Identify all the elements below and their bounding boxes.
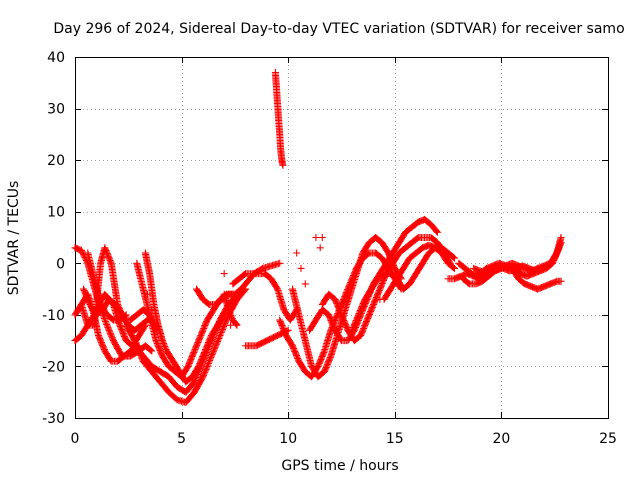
data-point-markers bbox=[84, 249, 130, 324]
gridlines bbox=[75, 57, 608, 418]
data-point-markers bbox=[455, 239, 565, 283]
data-point-markers bbox=[141, 249, 228, 386]
y-tick-label: 10 bbox=[47, 205, 65, 221]
x-tick-label: 5 bbox=[177, 431, 186, 447]
x-tick-label: 10 bbox=[279, 431, 297, 447]
x-tick-label: 15 bbox=[386, 431, 404, 447]
x-tick-label: 20 bbox=[492, 431, 510, 447]
data-point-markers bbox=[229, 270, 301, 324]
series-arc-t bbox=[380, 241, 458, 303]
series-arc-m bbox=[220, 290, 241, 329]
y-tick-label: -30 bbox=[42, 411, 65, 427]
series-arc-f bbox=[84, 249, 130, 324]
x-axis-label: GPS time / hours bbox=[281, 458, 398, 474]
axis-ticks: 0 5 10 15 20 25 -30 -20 -10 0 10 20 30 40 bbox=[42, 50, 617, 447]
chart-title: Day 296 of 2024, Sidereal Day-to-day VTE… bbox=[53, 21, 624, 37]
series-arc-l bbox=[229, 270, 301, 324]
y-tick-label: 40 bbox=[47, 50, 65, 66]
data-point-markers bbox=[348, 244, 458, 334]
y-tick-label: 0 bbox=[56, 256, 65, 272]
data-point-markers bbox=[271, 69, 287, 169]
y-tick-label: -10 bbox=[42, 308, 65, 324]
data-point-markers bbox=[289, 234, 405, 381]
series-arc-j bbox=[141, 249, 228, 386]
data-point-markers bbox=[380, 241, 458, 303]
y-tick-label: 20 bbox=[47, 153, 65, 169]
data-points bbox=[71, 69, 565, 406]
data-point-markers bbox=[220, 290, 241, 329]
series-arc-p bbox=[289, 234, 405, 381]
series-arc-x bbox=[470, 234, 565, 278]
series-scatter-a bbox=[144, 234, 384, 329]
x-tick-label: 0 bbox=[71, 431, 80, 447]
data-point-markers bbox=[318, 234, 454, 345]
data-point-markers bbox=[144, 234, 384, 329]
y-axis-label: SDTVAR / TECUs bbox=[6, 181, 22, 296]
data-point-markers bbox=[470, 234, 565, 278]
series-arc-s bbox=[348, 244, 458, 334]
series-arc-r bbox=[318, 234, 454, 345]
y-tick-label: -20 bbox=[42, 359, 65, 375]
series-spike bbox=[271, 69, 287, 169]
y-tick-label: 30 bbox=[47, 102, 65, 118]
plot-frame bbox=[75, 57, 609, 419]
series-arc-v bbox=[455, 239, 565, 283]
x-tick-label: 25 bbox=[599, 431, 617, 447]
